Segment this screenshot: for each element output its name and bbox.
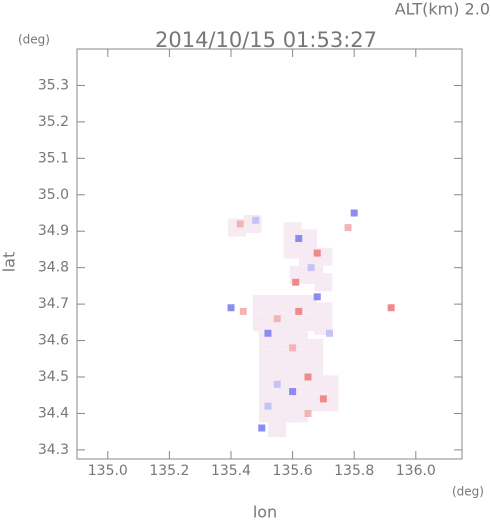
echo-point [268,313,287,332]
echo-point [289,349,308,368]
echo-point [314,273,333,292]
chart-title: 2014/10/15 01:53:27 [155,28,377,52]
y-tick-label: 35.0 [38,187,69,203]
echo-point [289,388,297,396]
x-unit: (deg) [452,485,484,499]
y-unit: (deg) [18,33,50,47]
echo-point [274,349,293,368]
echo-point [292,278,300,286]
echo-point [350,209,358,217]
echo-point [289,368,308,386]
echo-point [304,373,312,381]
echo-point [268,419,287,438]
y-tick-label: 34.4 [38,405,69,421]
echo-point [258,331,277,350]
echo-point [289,404,308,423]
echo-point [274,386,293,405]
echo-point [273,315,281,323]
y-tick-label: 35.2 [38,114,69,130]
echo-point [264,329,272,337]
x-tick-label: 136.0 [396,463,436,479]
x-tick-label: 135.0 [88,463,128,479]
y-tick-label: 34.8 [38,260,69,276]
plot-points [227,209,395,438]
echo-point [314,302,333,321]
echo-point [236,220,244,228]
echo-point [313,293,321,301]
x-tick-label: 135.4 [211,463,251,479]
echo-point [305,393,324,412]
echo-point [299,295,317,314]
echo-point [273,380,281,388]
echo-point [299,247,317,266]
y-tick-label: 34.6 [38,333,69,349]
echo-point [289,344,297,352]
y-axis-label: lat [0,252,19,273]
echo-point [299,229,317,248]
plot-frame [76,48,463,460]
echo-point [227,304,235,312]
x-tick-label: 135.8 [334,463,374,479]
echo-point [252,313,271,332]
echo-point [283,313,302,332]
x-tick-label: 135.2 [149,463,189,479]
echo-point [258,368,277,386]
echo-point [264,402,272,410]
echo-point [299,313,317,332]
echo-point [268,295,287,314]
echo-point [283,240,302,259]
echo-point [274,331,293,350]
echo-point [239,307,247,315]
echo-point [326,329,334,337]
echo-point [319,395,327,403]
echo-point [258,349,277,368]
y-tick-label: 34.7 [38,296,69,312]
x-tick-label: 135.6 [273,463,313,479]
echo-point [252,216,260,224]
y-tick-label: 34.5 [38,369,69,385]
echo-point [274,404,293,423]
echo-point [258,424,266,432]
echo-point [252,295,271,314]
echo-point [320,375,339,394]
echo-point [295,307,303,315]
echo-point [313,249,321,257]
y-tick-label: 34.9 [38,223,69,239]
echo-point [307,264,315,272]
echo-point [304,409,312,417]
echo-point [387,304,395,312]
echo-point [295,235,303,243]
echo-point [305,357,324,376]
x-axis-label: lon [253,503,277,521]
echo-point [258,404,277,423]
y-tick-label: 35.3 [38,77,69,93]
y-tick-label: 34.3 [38,442,69,458]
y-tick-label: 35.1 [38,150,69,166]
echo-point [344,224,352,232]
echo-point [305,338,324,357]
echo-point [258,386,277,405]
altitude-label: ALT(km) 2.0 [395,0,490,19]
